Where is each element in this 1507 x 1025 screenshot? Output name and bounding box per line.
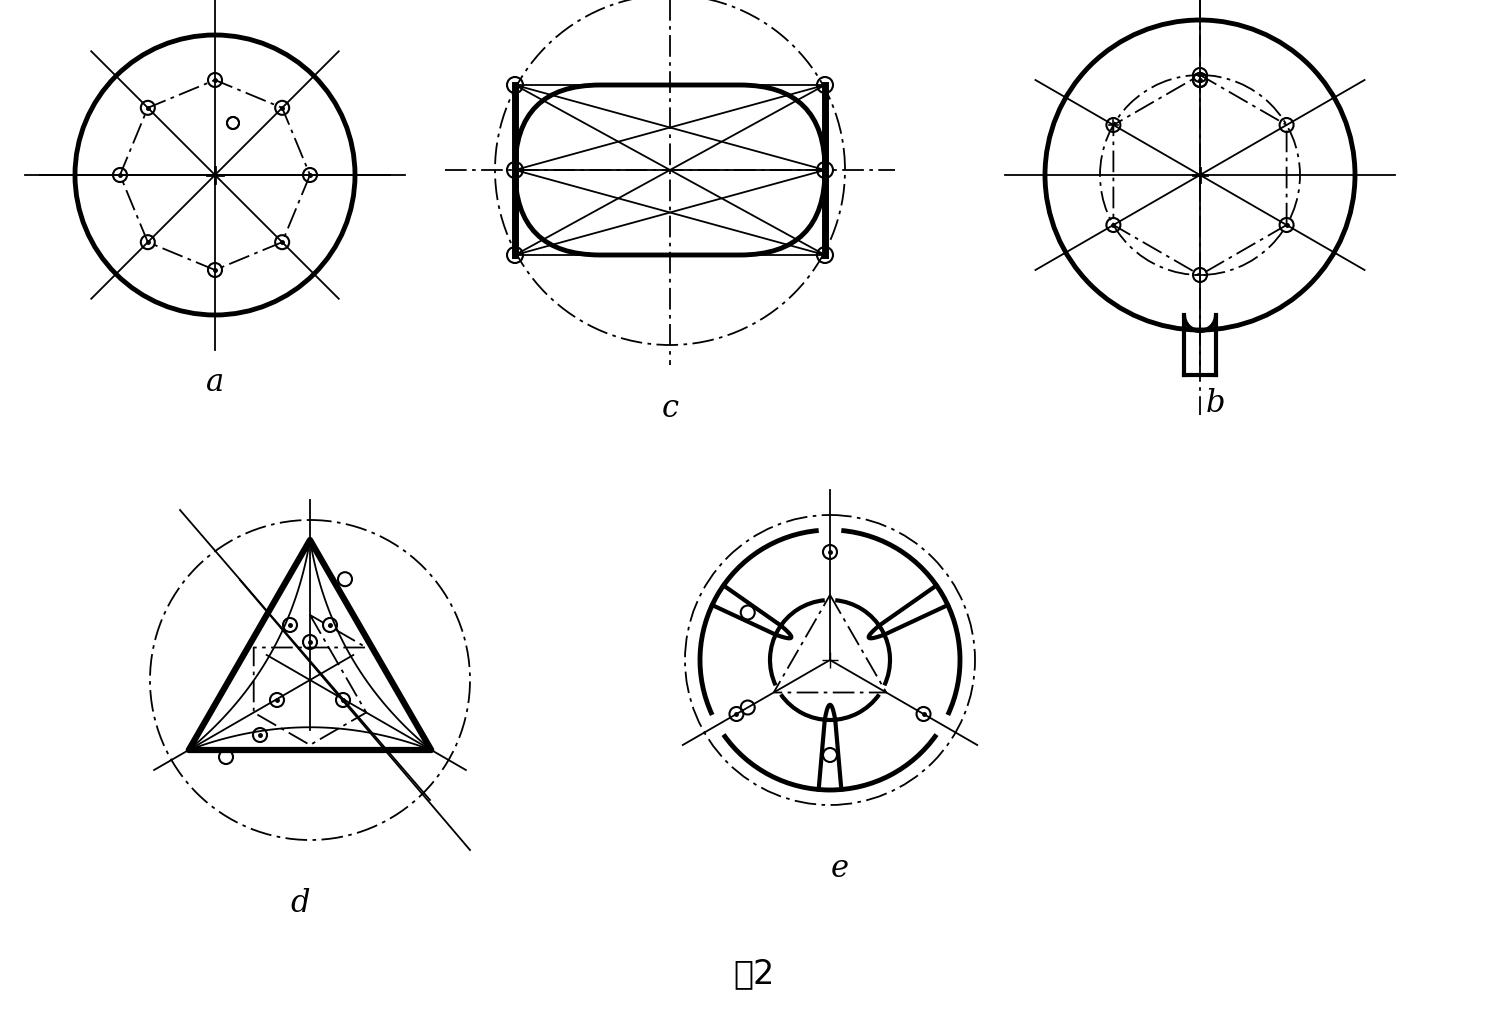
Text: a: a [206,367,225,398]
Text: e: e [830,853,848,884]
Text: 图2: 图2 [734,957,775,990]
Text: b: b [1206,388,1225,419]
Text: c: c [662,393,678,424]
Text: d: d [291,888,310,919]
